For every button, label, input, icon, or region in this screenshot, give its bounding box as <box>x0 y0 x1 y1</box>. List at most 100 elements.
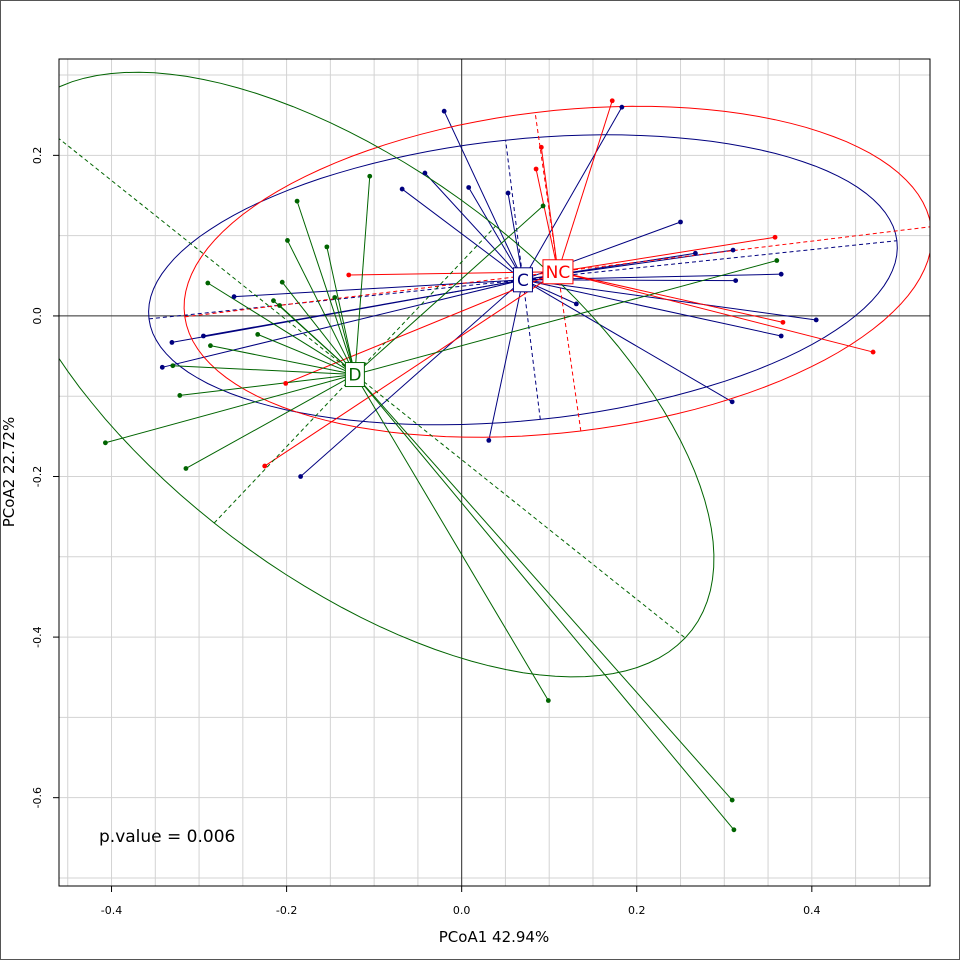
point-group-d <box>183 466 189 471</box>
spider-line-c <box>300 279 524 477</box>
ellipse-axis-c <box>148 240 897 320</box>
spider-line-d <box>354 374 733 801</box>
x-axis-title: PCoA1 42.94% <box>439 928 549 946</box>
point-group-nc <box>533 166 539 172</box>
spider-line-d <box>281 281 356 375</box>
point-group-c <box>573 301 579 307</box>
x-tick-label: 0.0 <box>453 904 471 917</box>
spider-line-d <box>179 374 355 396</box>
centroid-label-c: C <box>517 271 529 291</box>
point-group-d <box>285 238 290 243</box>
point-group-d <box>177 393 183 398</box>
y-axis-title: PCoA2 22.72% <box>0 417 18 527</box>
point-group-d <box>774 258 780 263</box>
point-group-nc <box>346 272 352 278</box>
grid <box>59 59 930 886</box>
spider-line-d <box>105 374 356 444</box>
spider-line-nc <box>557 271 874 353</box>
point-group-d <box>367 173 373 179</box>
spider-line-c <box>488 279 524 441</box>
spider-line-d <box>257 333 356 376</box>
spider-line-d <box>354 260 777 376</box>
spider-line-d <box>172 365 355 376</box>
y-tick-label: -0.4 <box>31 626 44 647</box>
spider-line-d <box>210 345 355 376</box>
p-value-annotation: p.value = 0.006 <box>99 827 235 847</box>
y-tick-label: -0.2 <box>31 466 44 487</box>
point-group-d <box>729 797 735 803</box>
spider-line-c <box>401 188 524 281</box>
x-tick-label: -0.2 <box>276 904 297 917</box>
spider-line-nc <box>264 271 559 467</box>
y-tick-label: 0.0 <box>31 307 44 325</box>
point-group-c <box>159 364 165 370</box>
spider-line-d <box>279 305 356 375</box>
point-group-d <box>332 295 338 300</box>
spider-line-c <box>468 187 524 281</box>
point-group-c <box>692 250 698 256</box>
point-group-d <box>545 698 551 703</box>
spider-line-d <box>354 205 544 375</box>
spider-line-c <box>424 172 524 281</box>
spider-line-d <box>296 200 356 375</box>
axis-ticks: -0.4 -0.2 0.0 0.2 0.4 0.2 0.0 -0.2 -0.4 -0.6 <box>31 147 821 917</box>
centroid-label-d: D <box>348 366 361 386</box>
point-group-c <box>730 247 736 253</box>
point-group-d <box>294 198 300 204</box>
point-group-d <box>277 303 282 308</box>
spider-line-c <box>162 279 524 368</box>
spider-line-c <box>234 279 523 298</box>
point-group-nc <box>780 319 786 325</box>
point-group-d <box>279 279 285 285</box>
point-group-d <box>102 440 108 446</box>
point-group-nc <box>538 144 544 150</box>
point-group-c <box>505 190 511 196</box>
point-group-c <box>619 104 625 110</box>
spider-line-nc <box>557 271 784 323</box>
spider-line-c <box>507 193 524 280</box>
spider-line-d <box>334 297 356 375</box>
y-tick-label: 0.2 <box>31 147 44 165</box>
spider-line-c <box>522 279 782 337</box>
spider-line-c <box>171 279 524 343</box>
point-group-d <box>208 343 213 349</box>
point-group-c <box>486 437 492 443</box>
point-group-d <box>255 331 261 337</box>
point-group-c <box>399 186 405 192</box>
spider-line-c <box>522 279 733 403</box>
point-group-d <box>271 298 276 304</box>
point-group-c <box>298 474 304 479</box>
point-group-nc <box>609 98 615 104</box>
point-group-c <box>422 170 428 176</box>
plot-area-border <box>58 58 931 887</box>
point-group-c <box>778 333 784 339</box>
point-group-c <box>231 294 237 300</box>
point-group-c <box>466 185 472 190</box>
spider-line-nc <box>535 168 559 272</box>
y-tick-label: -0.6 <box>31 787 44 808</box>
spider-line-d <box>185 374 356 469</box>
point-group-nc <box>262 463 268 469</box>
point-group-c <box>201 333 206 339</box>
point-group-c <box>813 317 819 323</box>
point-group-nc <box>870 349 876 355</box>
point-group-c <box>729 399 735 405</box>
point-group-d <box>731 827 737 833</box>
spider-line-d <box>287 240 356 375</box>
point-group-nc <box>283 380 289 386</box>
spider-line-d <box>326 246 356 375</box>
centroid-box-nc <box>542 259 574 285</box>
ellipse-axis-nc <box>534 112 582 432</box>
point-group-c <box>678 219 683 225</box>
point-group-d <box>324 244 330 250</box>
spider-line-nc <box>540 147 559 272</box>
spider-line-c <box>522 106 623 281</box>
spider-line-c <box>443 110 524 281</box>
point-group-d <box>205 280 211 286</box>
centroid-box-d <box>344 362 365 388</box>
point-group-c <box>733 278 739 284</box>
centroid-label-nc: NC <box>546 263 571 283</box>
point-group-d <box>170 363 176 369</box>
x-tick-label: -0.4 <box>101 904 122 917</box>
